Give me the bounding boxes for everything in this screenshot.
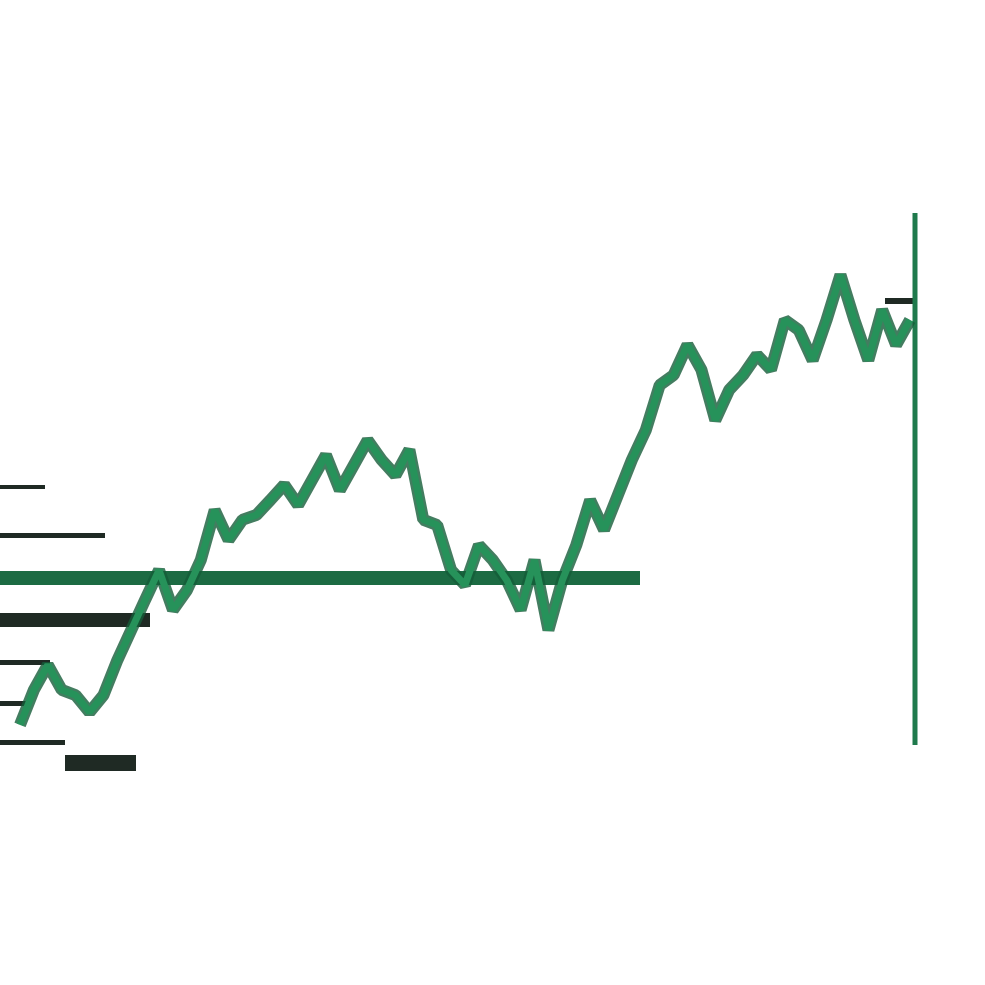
level-bar	[0, 485, 45, 489]
level-bar	[0, 701, 30, 706]
level-bar	[885, 298, 913, 304]
level-bar	[65, 755, 136, 771]
level-bar	[0, 613, 150, 627]
level-bar	[0, 660, 50, 665]
level-bar	[0, 533, 105, 538]
price-line	[16, 273, 914, 727]
level-bar	[0, 740, 65, 745]
price-levels	[0, 298, 913, 771]
